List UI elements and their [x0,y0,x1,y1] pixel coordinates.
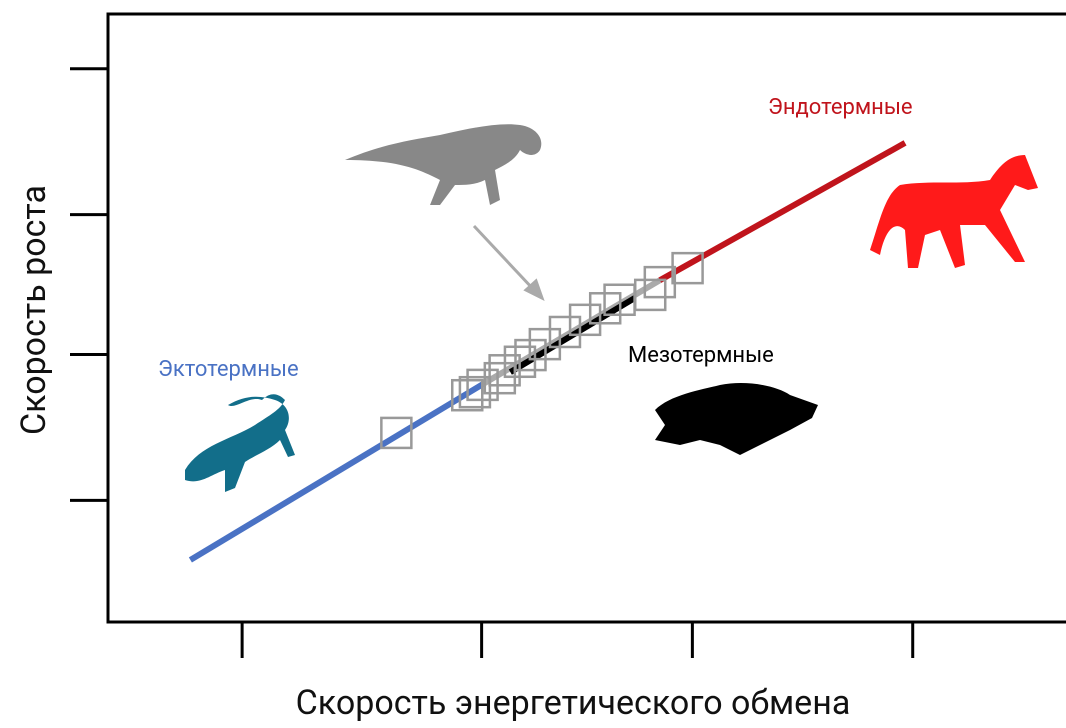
y-axis-label: Скорость роста [14,185,54,435]
salamander-silhouette [185,394,295,492]
fish-silhouette [655,383,818,455]
chart: Эктотермные Мезотермные Эндотермные Скор… [0,0,1066,728]
series-label: Мезотермные [628,343,774,368]
series-label: Эндотермные [768,95,913,120]
horse-silhouette [870,155,1038,268]
series-line [660,143,905,280]
x-axis-label: Скорость энергетического обмена [296,683,851,723]
dinosaur-silhouette [345,124,541,205]
arrow-shaft [474,226,534,290]
arrow [474,226,542,298]
lines [190,143,905,560]
plot-frame [108,14,1066,622]
series-label: Эктотермные [158,357,299,382]
frame [108,14,1066,622]
page: {"chart_data": { "type": "line", "x_labe… [0,0,1066,728]
